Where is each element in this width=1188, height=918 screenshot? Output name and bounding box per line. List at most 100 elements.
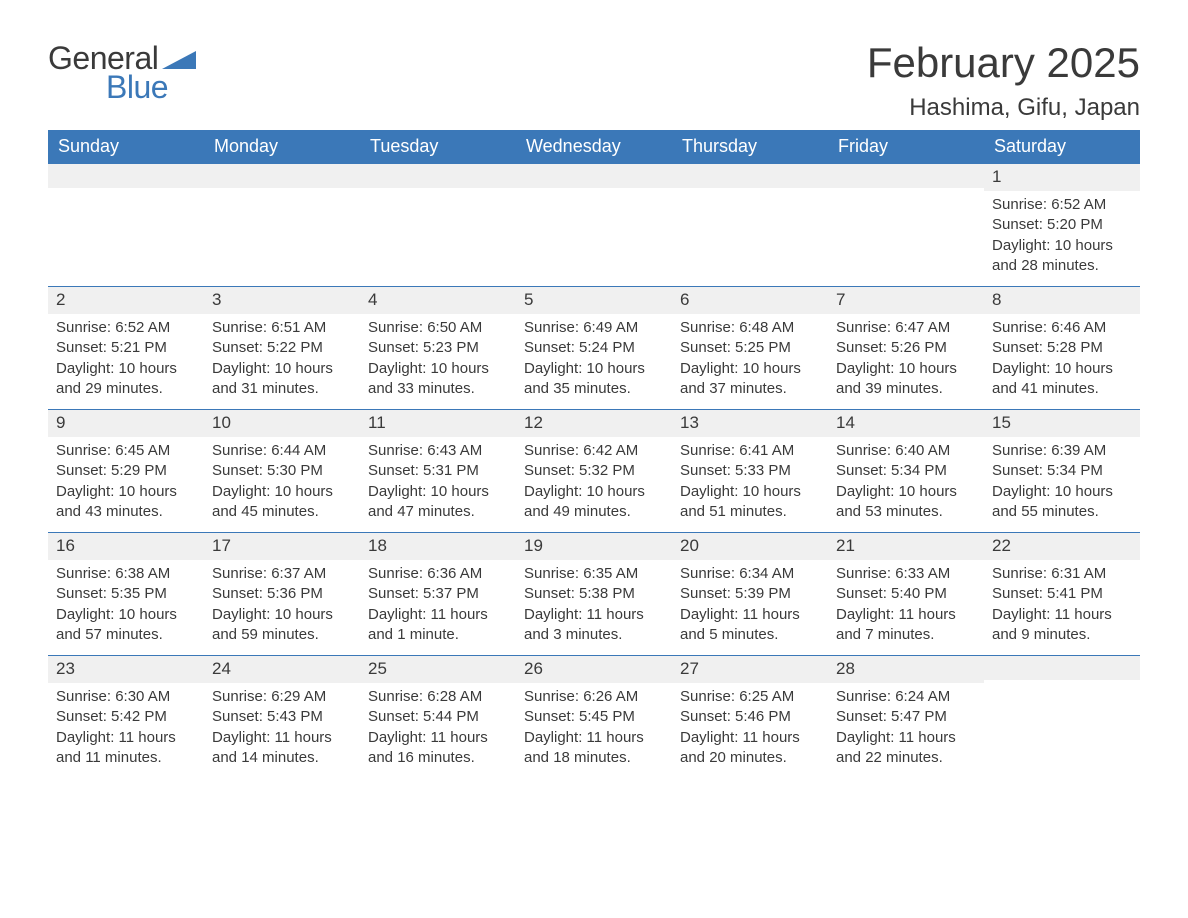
sunrise-text: Sunrise: 6:51 AM <box>212 318 352 338</box>
empty-daynum-bar <box>984 656 1140 680</box>
day-number: 13 <box>672 410 828 437</box>
daylight-text: Daylight: 10 hours and 28 minutes. <box>992 236 1132 277</box>
sunrise-text: Sunrise: 6:44 AM <box>212 441 352 461</box>
day-cell: 5Sunrise: 6:49 AMSunset: 5:24 PMDaylight… <box>516 287 672 409</box>
weekday-header-cell: Thursday <box>672 130 828 163</box>
day-cell: 12Sunrise: 6:42 AMSunset: 5:32 PMDayligh… <box>516 410 672 532</box>
empty-daynum-bar <box>360 164 516 188</box>
day-content: Sunrise: 6:36 AMSunset: 5:37 PMDaylight:… <box>360 560 516 651</box>
day-cell: 7Sunrise: 6:47 AMSunset: 5:26 PMDaylight… <box>828 287 984 409</box>
sunrise-text: Sunrise: 6:25 AM <box>680 687 820 707</box>
day-number: 24 <box>204 656 360 683</box>
day-cell: 25Sunrise: 6:28 AMSunset: 5:44 PMDayligh… <box>360 656 516 778</box>
day-content: Sunrise: 6:25 AMSunset: 5:46 PMDaylight:… <box>672 683 828 774</box>
daylight-text: Daylight: 11 hours and 16 minutes. <box>368 728 508 769</box>
day-cell: 18Sunrise: 6:36 AMSunset: 5:37 PMDayligh… <box>360 533 516 655</box>
day-content: Sunrise: 6:41 AMSunset: 5:33 PMDaylight:… <box>672 437 828 528</box>
empty-daynum-bar <box>672 164 828 188</box>
sunrise-text: Sunrise: 6:29 AM <box>212 687 352 707</box>
sunset-text: Sunset: 5:37 PM <box>368 584 508 604</box>
sunrise-text: Sunrise: 6:35 AM <box>524 564 664 584</box>
day-cell: 27Sunrise: 6:25 AMSunset: 5:46 PMDayligh… <box>672 656 828 778</box>
day-number: 21 <box>828 533 984 560</box>
daylight-text: Daylight: 11 hours and 3 minutes. <box>524 605 664 646</box>
daylight-text: Daylight: 10 hours and 59 minutes. <box>212 605 352 646</box>
sunset-text: Sunset: 5:32 PM <box>524 461 664 481</box>
day-number: 27 <box>672 656 828 683</box>
sunset-text: Sunset: 5:33 PM <box>680 461 820 481</box>
header-row: General Blue February 2025 Hashima, Gifu… <box>48 40 1140 122</box>
day-number: 28 <box>828 656 984 683</box>
day-cell: 23Sunrise: 6:30 AMSunset: 5:42 PMDayligh… <box>48 656 204 778</box>
sunrise-text: Sunrise: 6:24 AM <box>836 687 976 707</box>
day-content: Sunrise: 6:29 AMSunset: 5:43 PMDaylight:… <box>204 683 360 774</box>
day-content: Sunrise: 6:44 AMSunset: 5:30 PMDaylight:… <box>204 437 360 528</box>
weekday-header-row: SundayMondayTuesdayWednesdayThursdayFrid… <box>48 130 1140 163</box>
daylight-text: Daylight: 10 hours and 29 minutes. <box>56 359 196 400</box>
sunrise-text: Sunrise: 6:39 AM <box>992 441 1132 461</box>
day-content: Sunrise: 6:49 AMSunset: 5:24 PMDaylight:… <box>516 314 672 405</box>
daylight-text: Daylight: 10 hours and 57 minutes. <box>56 605 196 646</box>
daylight-text: Daylight: 11 hours and 14 minutes. <box>212 728 352 769</box>
week-row: 1Sunrise: 6:52 AMSunset: 5:20 PMDaylight… <box>48 163 1140 286</box>
empty-daynum-bar <box>516 164 672 188</box>
day-cell: 22Sunrise: 6:31 AMSunset: 5:41 PMDayligh… <box>984 533 1140 655</box>
sunset-text: Sunset: 5:36 PM <box>212 584 352 604</box>
day-cell: 16Sunrise: 6:38 AMSunset: 5:35 PMDayligh… <box>48 533 204 655</box>
sunset-text: Sunset: 5:20 PM <box>992 215 1132 235</box>
daylight-text: Daylight: 11 hours and 22 minutes. <box>836 728 976 769</box>
day-cell: 6Sunrise: 6:48 AMSunset: 5:25 PMDaylight… <box>672 287 828 409</box>
day-cell <box>672 164 828 286</box>
sunset-text: Sunset: 5:29 PM <box>56 461 196 481</box>
sunset-text: Sunset: 5:46 PM <box>680 707 820 727</box>
logo-text-blue: Blue <box>106 69 168 106</box>
daylight-text: Daylight: 11 hours and 20 minutes. <box>680 728 820 769</box>
day-cell: 3Sunrise: 6:51 AMSunset: 5:22 PMDaylight… <box>204 287 360 409</box>
sunset-text: Sunset: 5:43 PM <box>212 707 352 727</box>
day-number: 2 <box>48 287 204 314</box>
sunset-text: Sunset: 5:31 PM <box>368 461 508 481</box>
day-cell <box>828 164 984 286</box>
day-number: 16 <box>48 533 204 560</box>
logo: General Blue <box>48 40 196 106</box>
day-content: Sunrise: 6:35 AMSunset: 5:38 PMDaylight:… <box>516 560 672 651</box>
weekday-header-cell: Saturday <box>984 130 1140 163</box>
day-content: Sunrise: 6:33 AMSunset: 5:40 PMDaylight:… <box>828 560 984 651</box>
weeks-container: 1Sunrise: 6:52 AMSunset: 5:20 PMDaylight… <box>48 163 1140 778</box>
day-number: 20 <box>672 533 828 560</box>
daylight-text: Daylight: 11 hours and 11 minutes. <box>56 728 196 769</box>
day-number: 18 <box>360 533 516 560</box>
daylight-text: Daylight: 10 hours and 39 minutes. <box>836 359 976 400</box>
day-number: 8 <box>984 287 1140 314</box>
sunset-text: Sunset: 5:22 PM <box>212 338 352 358</box>
sunrise-text: Sunrise: 6:30 AM <box>56 687 196 707</box>
day-content: Sunrise: 6:39 AMSunset: 5:34 PMDaylight:… <box>984 437 1140 528</box>
day-content: Sunrise: 6:37 AMSunset: 5:36 PMDaylight:… <box>204 560 360 651</box>
day-number: 14 <box>828 410 984 437</box>
sunset-text: Sunset: 5:42 PM <box>56 707 196 727</box>
daylight-text: Daylight: 10 hours and 55 minutes. <box>992 482 1132 523</box>
daylight-text: Daylight: 10 hours and 43 minutes. <box>56 482 196 523</box>
day-number: 9 <box>48 410 204 437</box>
day-content: Sunrise: 6:38 AMSunset: 5:35 PMDaylight:… <box>48 560 204 651</box>
sunrise-text: Sunrise: 6:52 AM <box>992 195 1132 215</box>
title-block: February 2025 Hashima, Gifu, Japan <box>867 40 1140 122</box>
day-cell: 21Sunrise: 6:33 AMSunset: 5:40 PMDayligh… <box>828 533 984 655</box>
sunset-text: Sunset: 5:30 PM <box>212 461 352 481</box>
daylight-text: Daylight: 10 hours and 35 minutes. <box>524 359 664 400</box>
empty-daynum-bar <box>828 164 984 188</box>
weekday-header-cell: Sunday <box>48 130 204 163</box>
daylight-text: Daylight: 11 hours and 18 minutes. <box>524 728 664 769</box>
day-number: 12 <box>516 410 672 437</box>
day-content: Sunrise: 6:52 AMSunset: 5:20 PMDaylight:… <box>984 191 1140 282</box>
day-content: Sunrise: 6:26 AMSunset: 5:45 PMDaylight:… <box>516 683 672 774</box>
sunset-text: Sunset: 5:38 PM <box>524 584 664 604</box>
sunrise-text: Sunrise: 6:33 AM <box>836 564 976 584</box>
sunrise-text: Sunrise: 6:28 AM <box>368 687 508 707</box>
day-content: Sunrise: 6:48 AMSunset: 5:25 PMDaylight:… <box>672 314 828 405</box>
sunset-text: Sunset: 5:44 PM <box>368 707 508 727</box>
day-cell <box>360 164 516 286</box>
sunrise-text: Sunrise: 6:38 AM <box>56 564 196 584</box>
day-content: Sunrise: 6:24 AMSunset: 5:47 PMDaylight:… <box>828 683 984 774</box>
sunset-text: Sunset: 5:21 PM <box>56 338 196 358</box>
